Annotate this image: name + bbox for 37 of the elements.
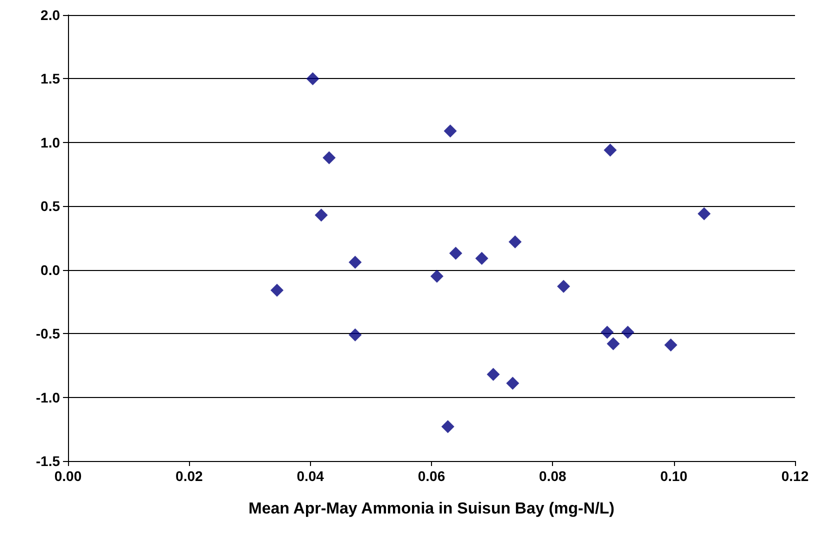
y-tick-label: -1.0 (36, 389, 60, 406)
point (698, 207, 711, 220)
point (475, 252, 488, 265)
point (506, 376, 520, 390)
point (306, 72, 320, 86)
point (557, 280, 570, 293)
y-tick-label: 2.0 (40, 7, 60, 23)
y-tick-label: 1.0 (40, 134, 60, 150)
point (508, 235, 522, 248)
point (322, 151, 336, 164)
point (664, 338, 678, 352)
x-axis-title: Mean Apr-May Ammonia in Suisun Bay (mg-N/L) (248, 500, 614, 518)
point (444, 124, 457, 138)
y-tick-label: 0.0 (40, 262, 60, 278)
point (600, 326, 614, 339)
x-tick-label: 0.08 (539, 468, 567, 484)
point (348, 256, 362, 269)
point (604, 144, 617, 157)
y-tick-label: -0.5 (36, 326, 60, 342)
point (621, 326, 634, 339)
point (314, 208, 328, 222)
x-tick-label: 0.12 (781, 468, 809, 484)
point (348, 328, 362, 342)
point (441, 420, 454, 434)
x-tick-label: 0.04 (296, 468, 324, 484)
point (449, 246, 462, 260)
y-tick-label: -1.5 (36, 453, 60, 469)
y-tick-label: 1.5 (40, 70, 60, 87)
x-tick-label: 0.02 (176, 468, 204, 484)
x-tick-label: 0.06 (418, 468, 446, 484)
point (270, 284, 284, 297)
point (606, 337, 620, 350)
point (430, 270, 444, 283)
x-tick-label: 0.10 (660, 468, 688, 484)
x-tick-label: 0.00 (54, 468, 82, 484)
point (486, 368, 500, 381)
y-tick-label: 0.5 (40, 198, 60, 214)
